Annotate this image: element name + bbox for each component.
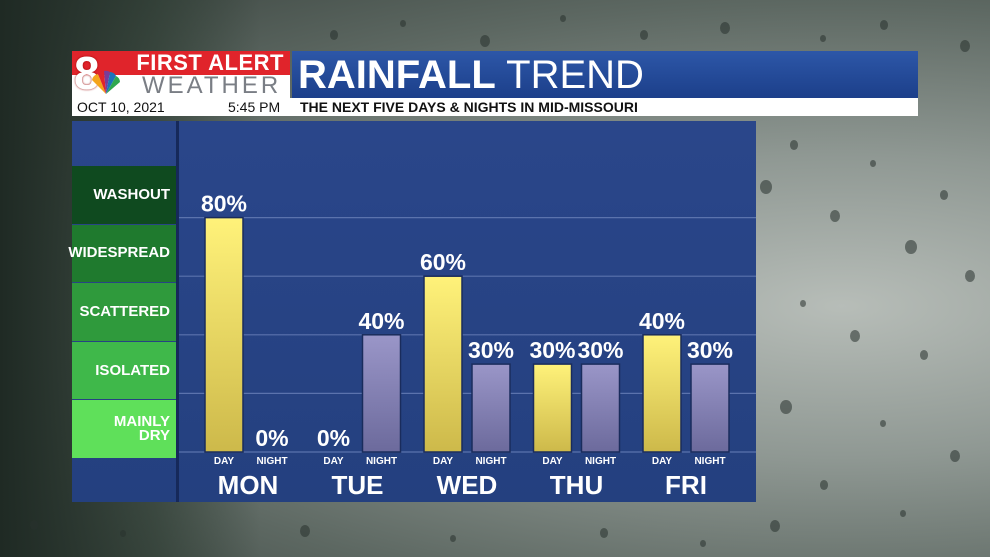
raindrop [640, 30, 648, 40]
category-mainly-dry: MAINLY DRY [72, 400, 176, 458]
day-bar-thu [532, 363, 573, 453]
day-sub-label: DAY [652, 456, 673, 467]
day-value-label-mon: 80% [201, 191, 247, 217]
night-value-label-fri: 30% [687, 337, 733, 363]
day-label-thu: THU [550, 470, 603, 500]
panel-divider [176, 121, 179, 502]
night-bar-thu [580, 363, 621, 453]
day-sub-label: DAY [542, 456, 563, 467]
raindrop [820, 35, 826, 43]
day-value-label-thu: 30% [529, 337, 575, 363]
peacock-icon [92, 70, 120, 94]
night-sub-label: NIGHT [366, 456, 397, 467]
night-bar-fri [690, 363, 730, 453]
chart-panel [72, 121, 756, 502]
raindrop [330, 30, 338, 40]
subtitle-caption: THE NEXT FIVE DAYS & NIGHTS IN MID-MISSO… [300, 99, 638, 115]
raindrop [120, 530, 126, 538]
title-bold: RAINFALL [298, 53, 496, 97]
day-value-label-wed: 60% [420, 249, 466, 275]
day-label-wed: WED [437, 470, 498, 500]
raindrop [770, 520, 780, 532]
page-title: RAINFALL TREND [298, 51, 644, 98]
raindrop [920, 350, 928, 360]
raindrop [870, 160, 876, 168]
raindrop [950, 450, 960, 462]
raindrop [720, 22, 730, 34]
day-value-label-fri: 40% [639, 308, 685, 334]
raindrop [820, 480, 828, 490]
day-label-mon: MON [218, 470, 279, 500]
day-sub-label: DAY [323, 456, 344, 467]
raindrop [600, 528, 608, 538]
category-widespread: WIDESPREAD [68, 224, 176, 283]
raindrop [905, 240, 917, 255]
raindrop [965, 270, 975, 282]
time-label: 5:45 PM [228, 99, 281, 115]
day-bar-wed [423, 275, 463, 453]
night-value-label-mon: 0% [255, 425, 288, 451]
raindrop [790, 140, 798, 150]
logo-channel-number: 8 [74, 47, 100, 99]
day-sub-label: DAY [214, 456, 235, 467]
raindrop [830, 210, 840, 222]
raindrop [900, 510, 906, 518]
raindrop [450, 535, 456, 543]
raindrop [850, 330, 860, 342]
day-label-tue: TUE [332, 470, 384, 500]
raindrop [940, 190, 948, 200]
title-bar [292, 51, 918, 98]
category-washout: WASHOUT [72, 166, 176, 224]
night-bar-tue [361, 334, 402, 453]
logo-weather: WEATHER [142, 72, 282, 99]
raindrop [30, 520, 38, 530]
night-sub-label: NIGHT [475, 456, 506, 467]
raindrop [800, 300, 806, 308]
raindrop [560, 15, 566, 23]
night-value-label-thu: 30% [577, 337, 623, 363]
night-value-label-tue: 40% [358, 308, 404, 334]
night-sub-label: NIGHT [585, 456, 616, 467]
raindrop [300, 525, 310, 537]
logo-first-alert: FIRST ALERT [72, 51, 290, 75]
category-scattered: SCATTERED [72, 283, 176, 341]
night-value-label-wed: 30% [468, 337, 514, 363]
raindrop [760, 180, 772, 195]
day-sub-label: DAY [433, 456, 454, 467]
date-label: OCT 10, 2021 [77, 99, 165, 115]
day-bar-mon [204, 216, 244, 453]
raindrop [480, 35, 490, 47]
day-value-label-tue: 0% [317, 425, 350, 451]
raindrop [780, 400, 792, 415]
raindrop [960, 40, 970, 52]
night-bar-wed [471, 363, 511, 453]
night-sub-label: NIGHT [694, 456, 725, 467]
raindrop [400, 20, 406, 28]
raindrop [880, 420, 886, 428]
night-sub-label: NIGHT [256, 456, 287, 467]
category-isolated: ISOLATED [72, 341, 176, 400]
raindrop [880, 20, 888, 30]
day-label-fri: FRI [665, 470, 707, 500]
raindrop [700, 540, 706, 548]
day-bar-fri [642, 334, 682, 453]
title-light: TREND [506, 53, 644, 97]
subtitle-bar [72, 98, 918, 116]
